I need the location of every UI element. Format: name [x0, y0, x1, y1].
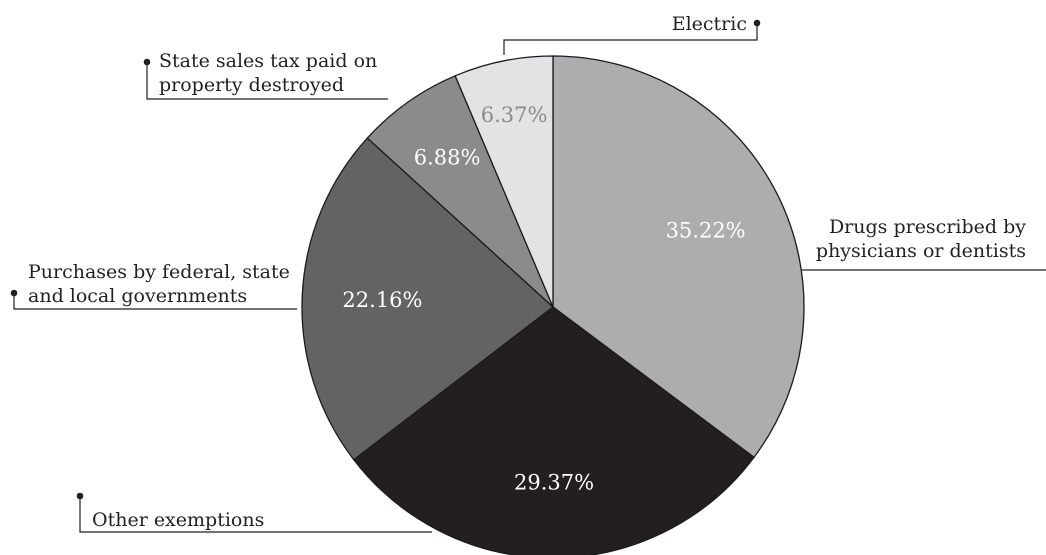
pie-slice-other-exemptions [352, 306, 755, 555]
value-label-property-destroyed: 6.88% [414, 145, 481, 169]
category-label-electric: Electric [672, 13, 747, 35]
category-label-line: Drugs prescribed by [829, 216, 1026, 238]
category-labels: Drugs prescribed by physicians or dentist… [28, 13, 1026, 531]
leader-dot-other-exemptions [76, 492, 84, 500]
pie-slice-electric [454, 55, 554, 308]
category-label-line: Other exemptions [92, 509, 264, 531]
value-labels: 35.22% 29.37% 22.16% 6.88%6.37% [342, 103, 745, 495]
pie-slice-government-purchases [301, 137, 555, 461]
category-label-government-purchases: Purchases by federal, state and local gov… [28, 261, 290, 307]
pie-slice-property-destroyed [366, 74, 554, 308]
value-label-government-purchases: 22.16% [342, 288, 422, 312]
leader-dot-government-purchases [10, 289, 18, 297]
leader-line-government-purchases [13, 293, 297, 310]
leader-line-electric [503, 23, 758, 55]
value-label-electric: 6.37% [481, 103, 548, 127]
leader-lines [10, 19, 1046, 533]
pie-slice-drugs-prescribed [552, 55, 805, 459]
value-label-other-exemptions: 29.37% [514, 471, 594, 495]
category-label-line: physicians or dentists [816, 240, 1026, 262]
leader-line-property-destroyed [146, 62, 388, 100]
category-label-other-exemptions: Other exemptions [92, 509, 264, 531]
category-label-drugs-prescribed: Drugs prescribed by physicians or dentist… [816, 216, 1026, 262]
leader-line-other-exemptions [79, 496, 432, 533]
category-label-line: and local governments [28, 285, 247, 307]
leader-dot-electric [753, 19, 761, 27]
category-label-line: property destroyed [159, 74, 344, 96]
category-label-property-destroyed: State sales tax paid on property destroye… [159, 50, 377, 96]
category-label-line: State sales tax paid on [159, 50, 377, 72]
value-label-drugs-prescribed: 35.22% [666, 219, 746, 243]
leader-dot-property-destroyed [143, 58, 151, 66]
pie-slices [301, 55, 805, 555]
category-label-line: Electric [672, 13, 747, 35]
category-label-line: Purchases by federal, state [28, 261, 290, 283]
